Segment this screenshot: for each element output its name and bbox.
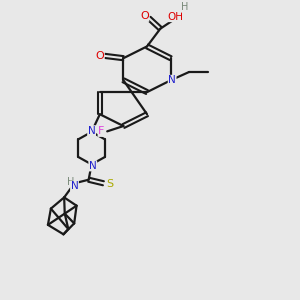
Text: N: N	[168, 75, 176, 85]
Text: N: N	[70, 181, 78, 191]
Text: H: H	[182, 2, 189, 12]
Text: F: F	[98, 126, 104, 136]
Text: S: S	[106, 179, 113, 189]
Text: H: H	[67, 177, 74, 187]
Text: N: N	[89, 161, 97, 171]
Text: O: O	[140, 11, 149, 21]
Text: N: N	[88, 126, 95, 136]
Text: O: O	[95, 51, 104, 61]
Text: OH: OH	[168, 12, 184, 22]
